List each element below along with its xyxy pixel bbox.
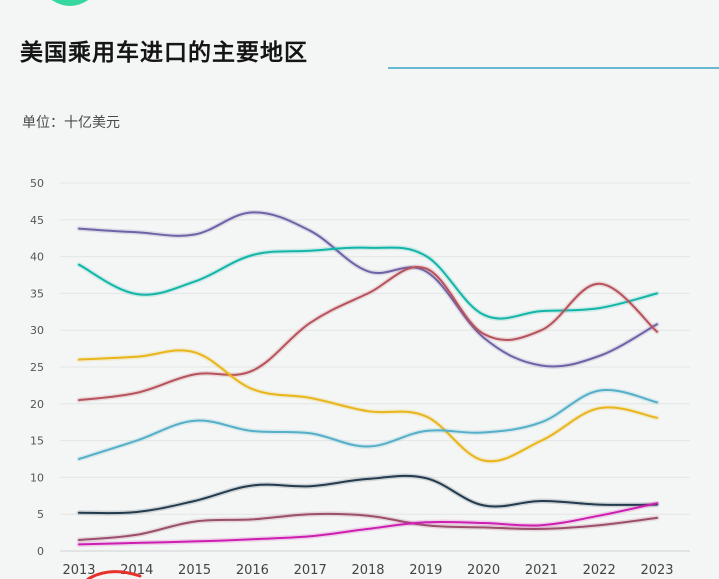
y-tick-label: 25 (30, 361, 44, 374)
page-title: 美国乘用车进口的主要地区 (20, 40, 308, 66)
x-tick-label: 2018 (351, 563, 384, 578)
x-tick-label: 2021 (525, 563, 558, 578)
series-glow-2 (76, 245, 660, 321)
series-line-5 (78, 388, 658, 460)
x-tick-label: 2022 (583, 563, 616, 578)
series-line-4 (78, 349, 658, 463)
unit-label: 单位：十亿美元 (22, 115, 120, 131)
series-line-8 (78, 502, 658, 546)
series-glow-3 (76, 264, 660, 403)
x-tick-label: 2016 (236, 563, 269, 578)
series-line-6 (78, 474, 658, 515)
y-tick-label: 15 (30, 435, 44, 448)
series-line-1 (78, 211, 658, 368)
y-tick-label: 45 (30, 214, 44, 227)
x-tick-label: 2013 (62, 563, 95, 578)
x-tick-label: 2023 (640, 563, 673, 578)
y-tick-label: 20 (30, 398, 44, 411)
y-tick-label: 0 (37, 545, 44, 558)
y-tick-label: 30 (30, 324, 44, 337)
title-divider (388, 67, 719, 69)
y-tick-label: 5 (37, 508, 44, 521)
y-tick-label: 10 (30, 471, 44, 484)
x-tick-label: 2020 (467, 563, 500, 578)
x-tick-label: 2019 (409, 563, 442, 578)
x-tick-label: 2017 (294, 563, 327, 578)
series-line-3 (78, 266, 658, 402)
series-line-2 (78, 246, 658, 320)
y-tick-label: 50 (30, 177, 44, 190)
red-annotation-mark (86, 570, 142, 579)
y-tick-label: 40 (30, 251, 44, 264)
y-tick-label: 35 (30, 287, 44, 300)
corner-decoration (0, 0, 150, 30)
x-tick-label: 2015 (178, 563, 211, 578)
series-line-7 (78, 512, 658, 541)
